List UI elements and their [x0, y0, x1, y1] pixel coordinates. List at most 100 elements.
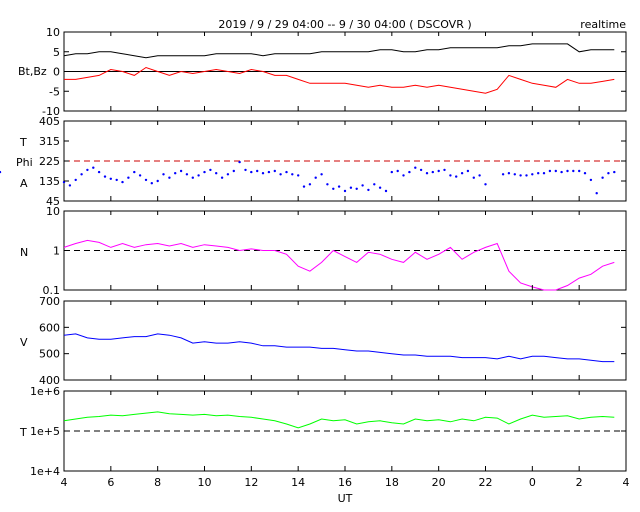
- phi-point: [174, 172, 177, 175]
- phi-point: [396, 169, 399, 173]
- x-tick-label: 20: [432, 476, 446, 489]
- phi-point: [378, 186, 382, 189]
- phi-point: [443, 168, 446, 172]
- magnetic-field-y-ticks: 10 5 0 -5 -10: [42, 26, 626, 118]
- speed-frame: [63, 300, 627, 381]
- phi-point: [332, 187, 335, 190]
- phi-series: [0, 160, 616, 195]
- x-tick-label: 2: [576, 476, 583, 489]
- phi-point: [478, 174, 481, 177]
- phi-point: [273, 169, 276, 173]
- phi-point: [162, 173, 165, 176]
- phi-point: [279, 173, 282, 176]
- temperature-y-ticks: 1e+6 1e+5 1e+4: [30, 385, 626, 478]
- phi-point: [355, 187, 358, 190]
- phi-point: [431, 170, 434, 174]
- realtime-label: realtime: [580, 18, 626, 31]
- phi-point: [425, 172, 429, 175]
- phi-point: [578, 169, 581, 173]
- magnetic-field-panel: 10 5 0 -5 -10 Bt,Bz: [18, 26, 627, 118]
- phi-point: [191, 176, 194, 179]
- phi-point: [256, 169, 259, 173]
- phi-point: [197, 174, 200, 177]
- phi-point: [367, 188, 370, 192]
- phi-point: [601, 176, 604, 179]
- phi-point: [455, 175, 458, 178]
- phi-point: [449, 174, 452, 177]
- x-tick-label: 14: [291, 476, 305, 489]
- phi-point: [115, 178, 118, 182]
- x-tick-label: 10: [198, 476, 212, 489]
- phi-point: [525, 174, 528, 177]
- phi-point: [168, 176, 171, 179]
- phi-point: [531, 173, 534, 176]
- x-tick-label: 22: [479, 476, 493, 489]
- phi-point: [308, 183, 312, 186]
- magnetic-field-y-tick-label: -10: [42, 105, 60, 118]
- phi-point: [185, 173, 189, 176]
- density-series: [63, 239, 615, 291]
- speed-y-ticks: 700 600 500 400: [39, 295, 626, 387]
- phi-point: [80, 173, 83, 176]
- phi-point: [513, 173, 516, 176]
- phi-point: [613, 170, 616, 174]
- phi-point: [589, 178, 593, 182]
- phi-point: [595, 192, 598, 195]
- phi-point: [92, 166, 95, 169]
- phi-panel: 405 315 225 135 45 T Phi A: [0, 115, 627, 208]
- phi-point: [402, 174, 405, 177]
- temperature-series: [63, 411, 615, 429]
- density-y-ticks: 10 1 0.1: [43, 205, 626, 297]
- speed-y-tick-label: 400: [39, 374, 60, 387]
- phi-point: [232, 169, 235, 173]
- temperature-y-tick-label: 1e+6: [30, 385, 60, 398]
- phi-point: [460, 172, 464, 175]
- magnetic-field-y-tick-label: 5: [53, 46, 60, 59]
- speed-y-tick-label: 700: [39, 295, 60, 308]
- speed-ylabel: V: [20, 336, 28, 349]
- phi-point: [244, 168, 247, 172]
- temperature-y-tick-label: 1e+4: [30, 465, 60, 478]
- phi-point: [343, 189, 347, 193]
- density-series-n: [63, 239, 615, 291]
- temperature-x-ticks: [63, 391, 627, 471]
- phi-point: [220, 176, 224, 179]
- phi-point: [0, 170, 2, 174]
- phi-point: [150, 182, 153, 185]
- phi-point: [326, 183, 329, 186]
- temperature-ylabel: T: [19, 426, 27, 439]
- phi-point: [138, 174, 142, 177]
- phi-point: [548, 169, 552, 173]
- chart-title: 2019 / 9 / 29 04:00 -- 9 / 30 04:00 ( DS…: [218, 18, 471, 31]
- phi-point: [68, 184, 72, 187]
- x-tick-label: 0: [529, 476, 536, 489]
- phi-point: [560, 170, 563, 174]
- magnetic-field-y-tick-label: 10: [46, 26, 60, 39]
- temperature-panel: 1e+6 1e+5 1e+4 T: [19, 385, 627, 478]
- phi-point: [537, 172, 540, 175]
- magnetic-field-ylabel: Bt,Bz: [18, 65, 47, 78]
- phi-point: [144, 178, 148, 182]
- phi-point: [472, 176, 475, 179]
- phi-y-tick-label: 405: [39, 115, 60, 128]
- phi-point: [215, 172, 218, 175]
- phi-point: [238, 160, 241, 164]
- phi-y-tick-label: 45: [46, 195, 60, 208]
- phi-point: [419, 168, 423, 172]
- phi-point: [507, 172, 511, 175]
- density-ylabel: N: [20, 246, 28, 259]
- phi-point: [267, 170, 271, 174]
- phi-point: [437, 169, 440, 173]
- phi-point: [542, 172, 546, 175]
- phi-point: [373, 183, 376, 186]
- phi-point: [103, 175, 107, 178]
- phi-point: [179, 169, 183, 173]
- phi-point: [291, 173, 294, 176]
- phi-point: [74, 178, 77, 182]
- density-y-tick-label: 1: [53, 245, 60, 258]
- phi-point: [250, 170, 253, 174]
- phi-point: [554, 169, 557, 173]
- phi-point: [203, 170, 206, 174]
- phi-point: [226, 173, 230, 176]
